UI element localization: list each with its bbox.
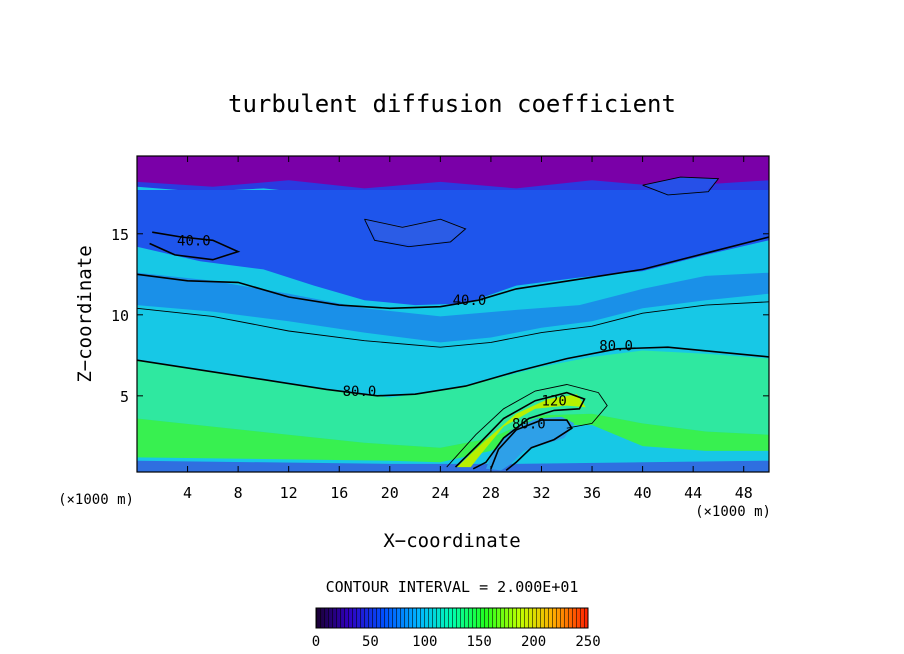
field-region-1 bbox=[137, 156, 769, 189]
contour-label-2: 80.0 bbox=[599, 339, 633, 355]
colorbar-tick-label-0: 0 bbox=[312, 634, 320, 650]
x-tick-label-48: 48 bbox=[735, 484, 753, 502]
field-region-7 bbox=[137, 460, 769, 472]
x-axis-label: X−coordinate bbox=[383, 530, 520, 552]
x-tick-label-16: 16 bbox=[330, 484, 348, 502]
contour-lines bbox=[137, 176, 769, 472]
contour-label-0: 40.0 bbox=[177, 233, 211, 249]
x-tick-label-8: 8 bbox=[234, 484, 243, 502]
x-tick-label-20: 20 bbox=[381, 484, 399, 502]
plot-frame bbox=[136, 155, 770, 473]
contour-label-4: 120 bbox=[541, 394, 566, 410]
colorbar-tick-label-50: 50 bbox=[362, 634, 379, 650]
x-tick-label-32: 32 bbox=[532, 484, 550, 502]
x-axis-unit-left: (×1000 m) bbox=[58, 492, 134, 508]
y-tick-label-15: 15 bbox=[111, 226, 129, 244]
contour-line-2 bbox=[137, 346, 769, 397]
field-region-5 bbox=[137, 350, 769, 448]
contour-line-7 bbox=[364, 218, 467, 248]
x-tick-label-44: 44 bbox=[684, 484, 702, 502]
x-tick-label-28: 28 bbox=[482, 484, 500, 502]
colorbar-tick-label-100: 100 bbox=[412, 634, 437, 650]
x-tick-label-36: 36 bbox=[583, 484, 601, 502]
colorbar-tick-label-150: 150 bbox=[467, 634, 492, 650]
contour-label-1: 40.0 bbox=[453, 293, 487, 309]
y-axis-ticks: 5 10 15 bbox=[111, 226, 769, 406]
colorbar-stripes bbox=[316, 608, 588, 628]
contour-label-5: 80.0 bbox=[512, 416, 546, 432]
field-region-10 bbox=[364, 219, 466, 246]
field-region-8 bbox=[456, 394, 586, 468]
y-tick-label-10: 10 bbox=[111, 307, 129, 325]
contour-line-5 bbox=[446, 384, 608, 468]
y-tick-label-5: 5 bbox=[120, 388, 129, 406]
field-region-9 bbox=[485, 416, 575, 471]
contour-line-6 bbox=[490, 419, 573, 472]
x-tick-label-4: 4 bbox=[183, 484, 192, 502]
y-axis-label: Z−coordinate bbox=[74, 245, 96, 382]
x-axis-ticks: 4 8 12 16 20 24 28 32 36 40 44 48 bbox=[183, 156, 753, 502]
contour-line-3 bbox=[137, 301, 769, 348]
x-axis-unit-right: (×1000 m) bbox=[695, 504, 771, 520]
contour-label-3: 80.0 bbox=[343, 384, 377, 400]
field-region-4 bbox=[137, 301, 769, 396]
chart-title: turbulent diffusion coefficient bbox=[228, 90, 676, 118]
field-region-2 bbox=[137, 190, 769, 306]
field-layers bbox=[137, 156, 769, 472]
colorbar-tick-label-200: 200 bbox=[521, 634, 546, 650]
contour-interval-label: CONTOUR INTERVAL = 2.000E+01 bbox=[326, 578, 579, 596]
contour-labels: 40.0 40.0 80.0 80.0 120 80.0 bbox=[177, 233, 633, 432]
colorbar-frame bbox=[315, 607, 589, 629]
contour-line-0 bbox=[137, 236, 769, 310]
x-tick-label-40: 40 bbox=[634, 484, 652, 502]
field-region-3 bbox=[137, 272, 769, 343]
x-tick-label-24: 24 bbox=[431, 484, 449, 502]
contour-line-4 bbox=[454, 391, 586, 470]
colorbar-tick-label-250: 250 bbox=[575, 634, 600, 650]
x-tick-label-12: 12 bbox=[280, 484, 298, 502]
colorbar-ticks: 0 50 100 150 200 250 bbox=[312, 634, 601, 650]
contour-line-8 bbox=[642, 176, 720, 196]
field-region-6 bbox=[137, 413, 769, 463]
contour-line-1 bbox=[149, 231, 241, 261]
